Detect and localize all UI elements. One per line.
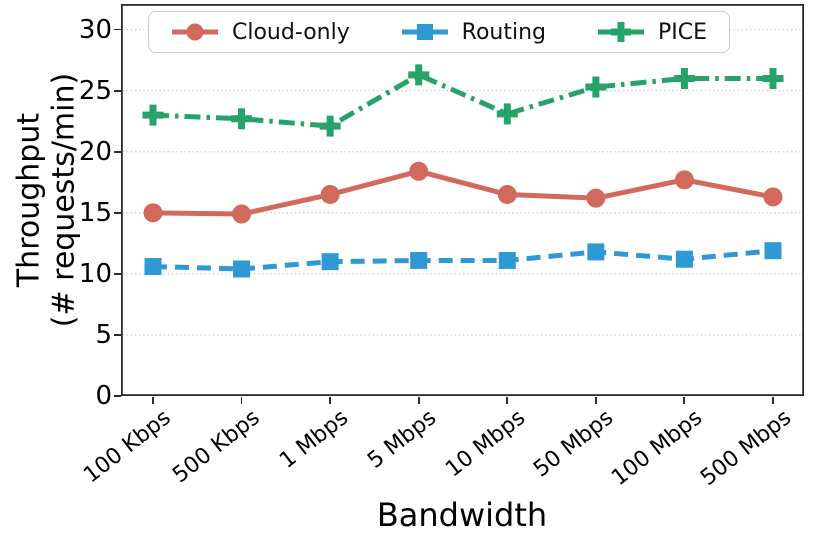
y-tick-label: 0 — [95, 381, 112, 411]
routing-line-marker-icon — [401, 20, 449, 44]
x-tick-mark — [329, 397, 331, 404]
series-cloud-only — [143, 161, 783, 224]
legend: Cloud-only Routing PICE — [148, 11, 730, 53]
y-axis-title-line1: Throughput — [11, 112, 47, 288]
legend-item-cloud-only: Cloud-only — [171, 20, 350, 45]
y-tick-mark — [114, 333, 121, 336]
y-tick-mark — [114, 89, 121, 92]
legend-item-routing: Routing — [401, 20, 546, 45]
y-tick-mark — [114, 28, 121, 31]
x-tick-mark — [506, 397, 509, 404]
pice-line-marker-icon — [597, 20, 645, 44]
legend-label-pice: PICE — [657, 19, 707, 45]
legend-label-cloud-only: Cloud-only — [232, 19, 350, 45]
x-tick-mark — [417, 397, 420, 404]
series-routing — [144, 242, 782, 278]
y-tick-mark — [114, 272, 121, 275]
x-tick-mark — [152, 397, 154, 404]
legend-item-pice: PICE — [597, 20, 707, 45]
y-axis-title-line2: (# requests/min) — [46, 72, 81, 328]
y-tick-mark — [114, 395, 121, 397]
x-tick-label: 5 Mbps — [363, 405, 442, 474]
x-tick-label: 500 Mbps — [695, 405, 796, 492]
series-pice — [142, 64, 784, 137]
cloud-only-line-marker-icon — [171, 20, 219, 44]
x-tick-label: 100 Kbps — [79, 405, 176, 489]
x-tick-mark — [683, 397, 686, 404]
x-tick-label: 10 Mbps — [441, 405, 531, 483]
x-tick-label: 500 Kbps — [167, 405, 265, 489]
x-tick-mark — [594, 397, 597, 404]
x-tick-label: 50 Mbps — [529, 405, 619, 483]
y-tick-label: 30 — [78, 14, 112, 45]
legend-label-routing: Routing — [461, 19, 547, 45]
y-tick-label: 25 — [78, 75, 112, 106]
x-tick-label: 100 Mbps — [607, 405, 708, 492]
x-axis-title: Bandwidth — [376, 496, 548, 534]
x-tick-label: 1 Mbps — [274, 405, 353, 474]
y-tick-label: 15 — [78, 197, 112, 228]
plot-canvas — [121, 4, 804, 396]
y-axis-title: Throughput (# requests/min) — [11, 72, 82, 328]
y-tick-mark — [114, 150, 121, 153]
y-tick-label: 20 — [78, 136, 112, 167]
y-tick-label: 10 — [78, 258, 112, 289]
x-tick-mark — [772, 397, 774, 404]
plot-area: Cloud-only Routing PICE — [121, 4, 804, 396]
x-tick-mark — [240, 397, 243, 404]
y-tick-mark — [114, 211, 121, 214]
plot-border — [121, 4, 804, 396]
y-tick-label: 5 — [95, 319, 112, 350]
